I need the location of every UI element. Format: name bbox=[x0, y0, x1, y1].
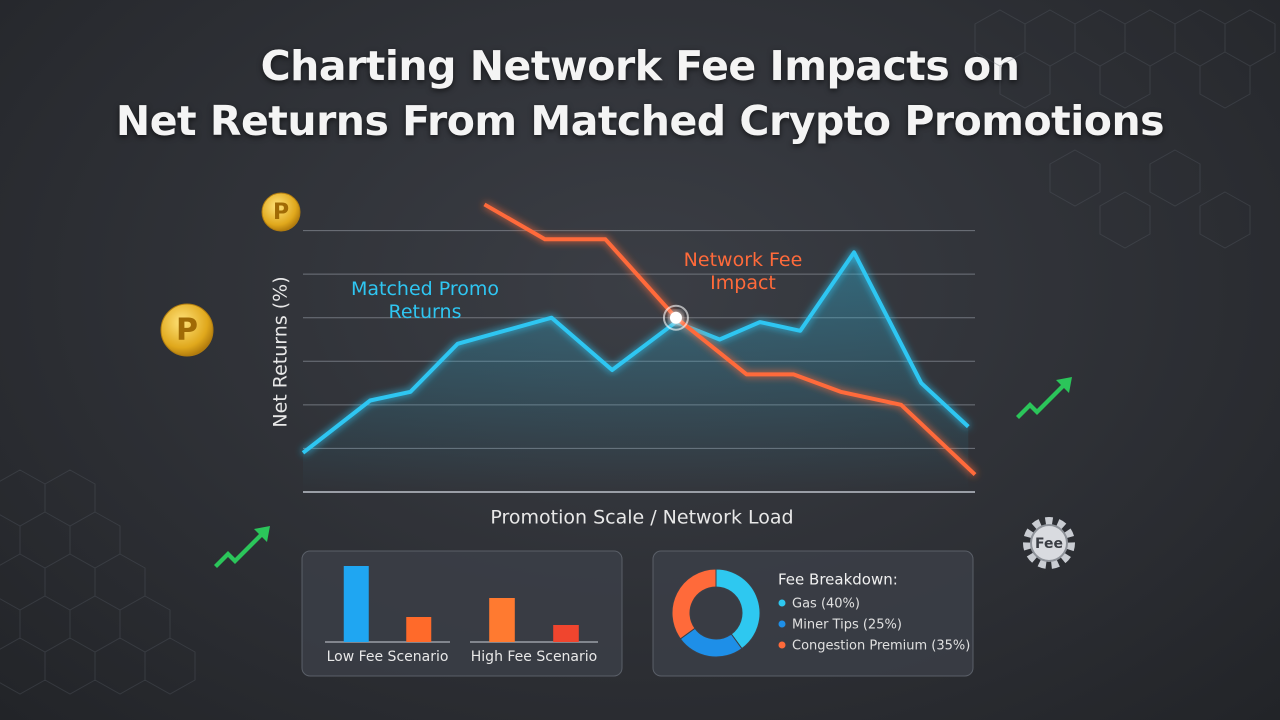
gear-label: Fee bbox=[1035, 536, 1063, 552]
gear-icon: Fee bbox=[1023, 517, 1075, 569]
bar bbox=[553, 625, 579, 642]
arrow-icon bbox=[1016, 377, 1072, 419]
coin: P bbox=[160, 303, 214, 357]
title-line: Charting Network Fee Impacts on bbox=[260, 42, 1020, 90]
coin: P bbox=[261, 192, 301, 232]
donut-segment bbox=[715, 568, 761, 650]
legend-label: Miner Tips (25%) bbox=[792, 618, 902, 633]
hex-pattern bbox=[0, 9, 1276, 695]
coin-symbol: P bbox=[273, 200, 289, 225]
legend-label: Congestion Premium (35%) bbox=[792, 639, 970, 654]
donut-title: Fee Breakdown: bbox=[778, 571, 898, 589]
y-axis-label: Net Returns (%) bbox=[270, 276, 292, 427]
arrow-icon bbox=[214, 526, 270, 568]
legend-dot bbox=[778, 599, 786, 607]
area bbox=[303, 252, 969, 492]
x-axis-label: Promotion Scale / Network Load bbox=[490, 507, 793, 529]
panel bbox=[301, 550, 623, 677]
legend-dot bbox=[778, 641, 786, 649]
bar bbox=[406, 617, 432, 642]
series-label: Network Fee Impact bbox=[683, 249, 803, 294]
series-line bbox=[483, 202, 977, 477]
legend-dot bbox=[778, 620, 786, 628]
series-label: Matched Promo Returns bbox=[350, 278, 500, 323]
intersection-dot bbox=[669, 311, 682, 324]
legend-label: Gas (40%) bbox=[792, 597, 860, 612]
intersection-ring bbox=[662, 304, 689, 331]
title-line: Net Returns From Matched Crypto Promotio… bbox=[115, 97, 1165, 145]
category-label: High Fee Scenario bbox=[471, 649, 597, 665]
bar bbox=[489, 598, 515, 642]
donut-segment bbox=[671, 568, 717, 640]
category-label: Low Fee Scenario bbox=[327, 649, 449, 665]
bar bbox=[343, 566, 369, 642]
coin-symbol: P bbox=[176, 313, 198, 348]
